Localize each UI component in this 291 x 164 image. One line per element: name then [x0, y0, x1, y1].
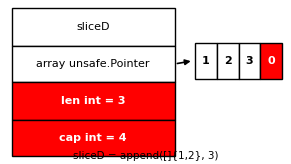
Bar: [12, 46, 175, 82]
Text: 0: 0: [267, 56, 275, 66]
Text: 3: 3: [246, 56, 253, 66]
Text: 2: 2: [224, 56, 232, 66]
Bar: [195, 43, 217, 79]
Text: array unsafe.Pointer: array unsafe.Pointer: [36, 59, 150, 69]
Text: 1: 1: [202, 56, 210, 66]
Bar: [239, 43, 260, 79]
Text: sliceD = append([]{1,2}, 3): sliceD = append([]{1,2}, 3): [73, 151, 218, 161]
Bar: [12, 8, 175, 46]
Bar: [260, 43, 282, 79]
Text: len int = 3: len int = 3: [61, 96, 125, 106]
Bar: [12, 120, 175, 156]
Text: sliceD: sliceD: [76, 22, 110, 32]
Bar: [217, 43, 239, 79]
Text: cap int = 4: cap int = 4: [59, 133, 127, 143]
Bar: [12, 82, 175, 120]
